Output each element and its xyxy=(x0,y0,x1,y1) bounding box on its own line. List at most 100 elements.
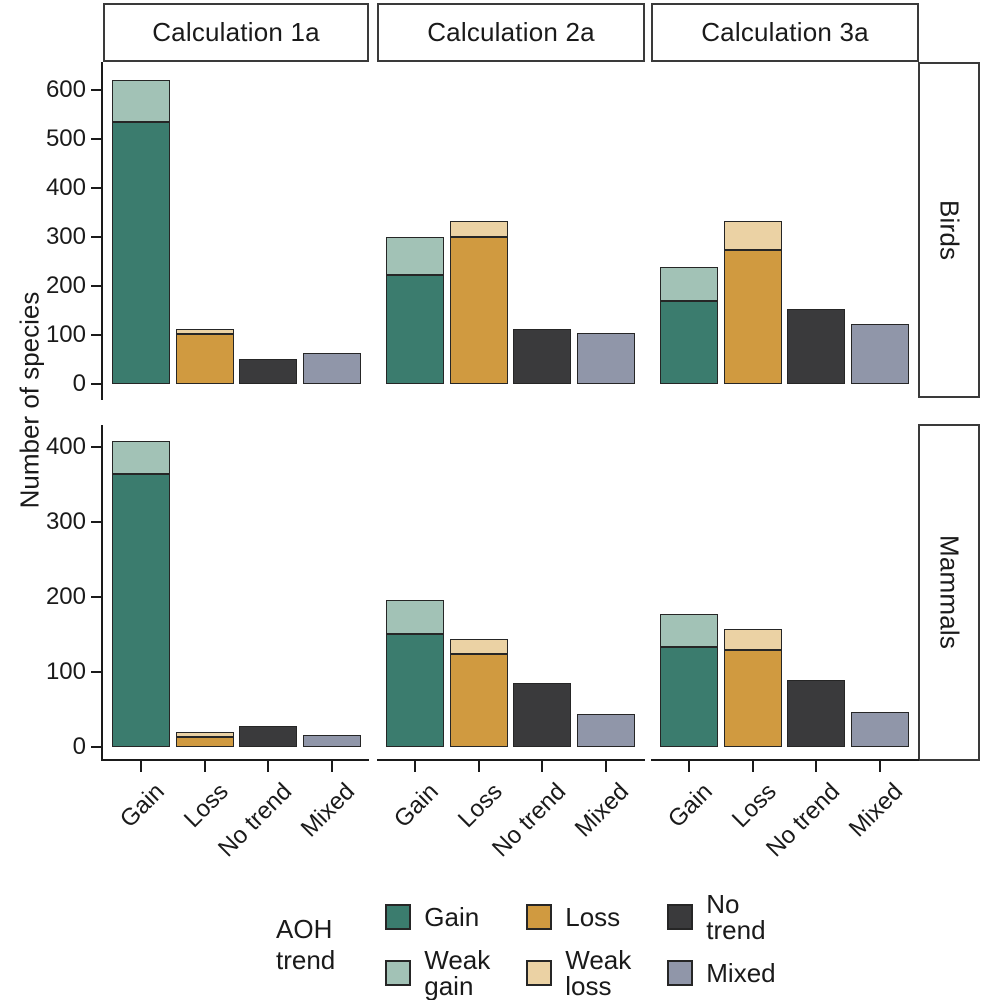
y-tick-label: 400 xyxy=(45,432,86,460)
x-tick-label: Gain xyxy=(663,778,719,833)
legend-label: No trend xyxy=(706,889,766,945)
y-tick-label: 200 xyxy=(45,582,86,610)
bar-segment-mammals-calculation-1a-gain-weak-gain xyxy=(112,440,170,475)
bar-segment-birds-calculation-2a-gain-gain xyxy=(386,275,444,384)
y-tick-mark xyxy=(91,595,101,598)
legend-item-gain: Gain xyxy=(385,904,490,930)
x-tick-label: Mixed xyxy=(570,778,635,843)
bar-segment-birds-calculation-1a-mixed-mixed xyxy=(302,352,361,384)
legend-item-loss: Loss xyxy=(526,904,631,930)
legend-key-mixed-swatch xyxy=(667,960,694,986)
bar-segment-mammals-calculation-3a-gain-gain xyxy=(660,646,718,747)
x-tick-mark xyxy=(688,761,690,772)
legend-item-mixed: Mixed xyxy=(667,958,776,988)
legend-key-weak-gain-swatch xyxy=(385,960,412,986)
x-tick-mark xyxy=(604,761,607,772)
legend-key-gain-swatch xyxy=(385,904,412,930)
y-tick-label: 0 xyxy=(72,370,86,397)
bar-segment-birds-calculation-1a-no-trend-no-trend xyxy=(239,358,297,384)
y-tick-label: 200 xyxy=(45,272,86,299)
x-tick-label: Mixed xyxy=(844,778,909,843)
y-tick-mark xyxy=(91,520,101,523)
y-tick-mark xyxy=(91,236,101,238)
legend: AOH trend Gain Weak gain Loss Weak loss No trend… xyxy=(276,889,776,1000)
bar-segment-birds-calculation-3a-gain-gain xyxy=(660,300,718,384)
bar-segment-birds-calculation-2a-gain-weak-gain xyxy=(386,237,444,276)
bar-segment-mammals-calculation-3a-loss-weak-loss xyxy=(723,628,782,650)
facet-strip-calculation-1a: Calculation 1a xyxy=(103,3,369,62)
facet-strip-mammals: Mammals xyxy=(918,424,980,761)
legend-title-line: trend xyxy=(276,945,336,975)
legend-label: Gain xyxy=(424,902,480,932)
x-tick-label: Loss xyxy=(178,778,234,833)
x-tick-mark xyxy=(878,761,881,772)
bar-segment-mammals-calculation-2a-loss-weak-loss xyxy=(449,639,508,654)
bar-segment-mammals-calculation-2a-loss-loss xyxy=(449,653,508,747)
legend-key-weak-loss-swatch xyxy=(526,960,553,986)
bar-segment-mammals-calculation-2a-mixed-mixed xyxy=(576,714,635,747)
x-tick-mark xyxy=(477,761,480,772)
bar-segment-birds-calculation-1a-gain-weak-gain xyxy=(112,80,170,122)
x-tick-mark xyxy=(414,761,416,772)
bar-segment-mammals-calculation-1a-loss-weak-loss xyxy=(175,732,234,737)
bar-segment-birds-calculation-2a-loss-weak-loss xyxy=(449,220,508,237)
facet-strip-calculation-3a: Calculation 3a xyxy=(651,3,919,62)
y-tick-mark xyxy=(91,445,101,448)
bar-segment-mammals-calculation-2a-gain-gain xyxy=(386,634,444,747)
x-tick-mark xyxy=(751,761,754,772)
legend-item-weak-loss: Weak loss xyxy=(526,947,631,999)
y-tick-label: 300 xyxy=(45,507,86,535)
facet-strip-calculation-2a: Calculation 2a xyxy=(377,3,645,62)
bar-segment-mammals-calculation-2a-no-trend-no-trend xyxy=(513,682,571,747)
bar-segment-birds-calculation-2a-loss-loss xyxy=(449,237,508,384)
y-tick-label: 600 xyxy=(45,76,86,103)
bar-segment-mammals-calculation-3a-no-trend-no-trend xyxy=(787,679,845,747)
y-tick-label: 100 xyxy=(45,657,86,685)
legend-item-no-trend: No trend xyxy=(667,891,775,943)
x-tick-mark xyxy=(815,761,817,772)
x-axis-line xyxy=(651,759,919,761)
bar-segment-birds-calculation-3a-loss-loss xyxy=(723,250,782,384)
legend-label: Mixed xyxy=(706,958,776,988)
bar-segment-mammals-calculation-1a-no-trend-no-trend xyxy=(239,726,297,747)
bar-segment-mammals-calculation-1a-mixed-mixed xyxy=(302,735,361,747)
x-tick-mark xyxy=(267,761,269,772)
y-tick-mark xyxy=(91,187,101,189)
legend-column: Loss Weak loss xyxy=(526,889,631,1000)
y-tick-mark xyxy=(91,334,101,336)
y-tick-mark xyxy=(91,89,101,91)
y-tick-mark xyxy=(91,383,101,385)
x-tick-mark xyxy=(203,761,206,772)
y-tick-label: 300 xyxy=(45,223,86,250)
x-tick-mark xyxy=(541,761,543,772)
legend-key-no-trend-swatch xyxy=(667,904,694,930)
y-axis-line xyxy=(101,62,103,400)
bar-segment-birds-calculation-1a-loss-weak-loss xyxy=(175,328,234,334)
bar-segment-mammals-calculation-1a-loss-loss xyxy=(175,736,234,747)
legend-title: AOH trend xyxy=(276,914,335,976)
x-tick-label: Loss xyxy=(726,778,782,833)
bar-segment-birds-calculation-3a-mixed-mixed xyxy=(850,324,909,384)
y-tick-label: 500 xyxy=(45,125,86,152)
bar-segment-mammals-calculation-3a-gain-weak-gain xyxy=(660,613,718,647)
legend-column: No trend Mixed xyxy=(667,889,776,1000)
bar-segment-mammals-calculation-1a-gain-gain xyxy=(112,474,170,747)
x-tick-mark xyxy=(330,761,333,772)
bar-segment-mammals-calculation-3a-loss-loss xyxy=(723,649,782,747)
bar-segment-birds-calculation-1a-loss-loss xyxy=(175,334,234,384)
y-tick-mark xyxy=(91,138,101,140)
bar-segment-birds-calculation-3a-no-trend-no-trend xyxy=(787,309,845,384)
x-axis-line xyxy=(103,759,369,761)
x-tick-label: Loss xyxy=(452,778,508,833)
x-tick-mark xyxy=(140,761,142,772)
bar-segment-birds-calculation-1a-gain-gain xyxy=(112,121,170,384)
bar-segment-mammals-calculation-3a-mixed-mixed xyxy=(850,712,909,747)
bar-segment-mammals-calculation-2a-gain-weak-gain xyxy=(386,600,444,634)
y-tick-mark xyxy=(91,745,101,748)
bar-segment-birds-calculation-2a-no-trend-no-trend xyxy=(513,329,571,384)
y-tick-mark xyxy=(91,285,101,287)
y-tick-mark xyxy=(91,670,101,673)
legend-key-loss-swatch xyxy=(526,904,553,930)
y-axis-line xyxy=(101,425,103,761)
